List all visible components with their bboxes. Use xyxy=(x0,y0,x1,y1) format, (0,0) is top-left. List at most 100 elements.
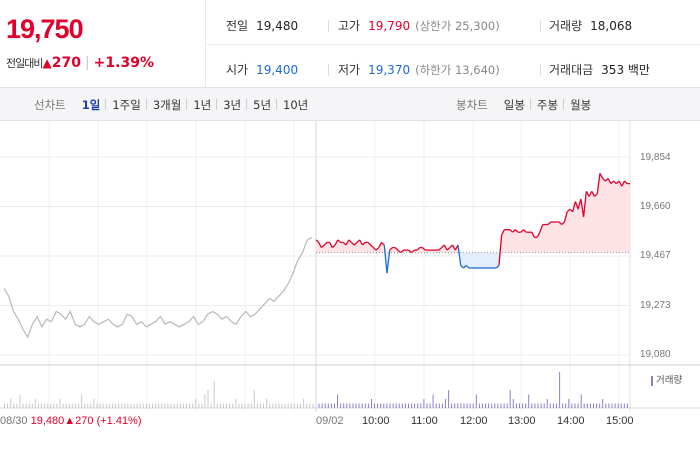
volume-bar xyxy=(586,403,588,408)
stat-sub: (상한가 25,300) xyxy=(415,19,500,33)
stat-prev-close: 전일 19,480 xyxy=(226,17,298,34)
up-area xyxy=(316,173,630,253)
volume-bar xyxy=(404,403,406,408)
volume-bar xyxy=(614,403,616,408)
volume-bar xyxy=(435,403,437,408)
tab-1d[interactable]: 1일 xyxy=(81,97,101,112)
down-area xyxy=(316,252,630,274)
tab-daily[interactable]: 일봉 xyxy=(503,97,525,112)
y-tick: 19,467 xyxy=(640,250,671,261)
change-percent: +1.39% xyxy=(93,55,154,71)
volume-bar xyxy=(321,403,323,408)
prev-day-path xyxy=(3,236,313,339)
volume-bar xyxy=(441,403,443,408)
volume-bar xyxy=(250,403,252,408)
today-segment xyxy=(460,264,464,269)
stat-label: 시가 xyxy=(226,63,249,77)
volume-bar xyxy=(432,394,434,408)
volume-bar xyxy=(389,403,391,408)
prev-day-change: 270 xyxy=(75,415,94,427)
volume-bar xyxy=(53,403,55,408)
tab-weekly[interactable]: 주봉 xyxy=(529,97,564,113)
volume-bar xyxy=(161,403,163,408)
volume-bar xyxy=(438,403,440,408)
volume-bar xyxy=(219,403,221,408)
today-segment xyxy=(351,241,355,246)
candle-chart-tabs: 봉차트 일봉 주봉 월봉 xyxy=(456,88,597,121)
volume-bar xyxy=(16,403,18,408)
volume-bar xyxy=(65,403,67,408)
volume-bar xyxy=(290,403,292,408)
tab-10y[interactable]: 10년 xyxy=(276,97,314,113)
volume-legend: 거래량 xyxy=(651,372,682,386)
today-segment xyxy=(495,264,500,269)
volume-bar xyxy=(7,403,9,408)
volume-bar xyxy=(96,403,98,408)
volume-bar xyxy=(596,403,598,408)
stat-value: 19,370 xyxy=(368,63,411,77)
tab-1y[interactable]: 1년 xyxy=(186,97,217,113)
volume-bar xyxy=(491,403,493,408)
volume-bar xyxy=(525,403,527,408)
chart-grid xyxy=(0,121,700,412)
stat-value: 19,480 xyxy=(256,19,299,33)
tab-3m[interactable]: 3개월 xyxy=(145,97,187,113)
volume-bar xyxy=(263,403,264,408)
line-chart-tabs: 선차트 1일 1주일 3개월 1년 3년 5년 10년 xyxy=(34,88,314,121)
volume-bars xyxy=(4,372,628,408)
volume-bar xyxy=(617,403,619,408)
today-segment xyxy=(514,229,519,233)
volume-bar xyxy=(543,403,545,408)
stat-value: 19,400 xyxy=(256,63,299,77)
volume-bar xyxy=(47,403,49,408)
today-segment xyxy=(446,247,451,251)
volume-bar xyxy=(463,403,465,408)
volume-bar xyxy=(392,403,394,408)
price-chart[interactable] xyxy=(0,121,700,421)
y-tick: 19,080 xyxy=(640,349,671,360)
volume-bar xyxy=(115,403,116,408)
volume-bar xyxy=(59,399,61,408)
volume-bar xyxy=(420,403,422,408)
volume-bar xyxy=(216,403,218,408)
today-segment xyxy=(359,239,363,246)
volume-bar xyxy=(232,403,234,408)
up-arrow-icon: ▲ xyxy=(64,415,76,427)
x-tick: 10:00 xyxy=(362,415,390,427)
volume-swatch xyxy=(651,375,653,386)
x-tick: 13:00 xyxy=(508,415,536,427)
volume-bar xyxy=(472,403,474,408)
x-tick: 11:00 xyxy=(411,415,438,427)
y-tick: 19,854 xyxy=(640,152,671,163)
divider xyxy=(328,64,329,76)
volume-bar xyxy=(383,403,385,408)
volume-bar xyxy=(130,403,132,408)
tab-monthly[interactable]: 월봉 xyxy=(563,97,597,113)
prev-day-pct: (+1.41%) xyxy=(96,415,142,427)
today-segment xyxy=(536,231,541,238)
today-segment xyxy=(558,221,563,226)
volume-bar xyxy=(445,399,446,408)
volume-bar xyxy=(358,403,360,408)
volume-bar xyxy=(297,403,298,408)
today-segment xyxy=(337,239,342,243)
today-segment xyxy=(372,247,377,251)
candle-chart-title: 봉차트 xyxy=(456,97,488,112)
tab-1w[interactable]: 1주일 xyxy=(105,97,146,113)
today-line xyxy=(315,173,630,274)
volume-bar xyxy=(189,403,190,408)
stat-label: 거래량 xyxy=(549,19,583,33)
stat-label: 저가 xyxy=(338,63,361,77)
y-tick: 19,273 xyxy=(640,300,671,311)
today-segment xyxy=(353,241,358,246)
tab-3y[interactable]: 3년 xyxy=(216,97,247,113)
tab-5y[interactable]: 5년 xyxy=(246,97,277,113)
change-row: 전일대비▲270 | +1.39% xyxy=(6,55,154,71)
today-segment xyxy=(416,247,421,251)
volume-bar xyxy=(515,403,517,408)
volume-bar xyxy=(269,403,271,408)
volume-bar xyxy=(374,403,375,408)
volume-bar xyxy=(429,403,431,408)
volume-bar xyxy=(25,403,27,408)
volume-bar xyxy=(207,390,209,408)
